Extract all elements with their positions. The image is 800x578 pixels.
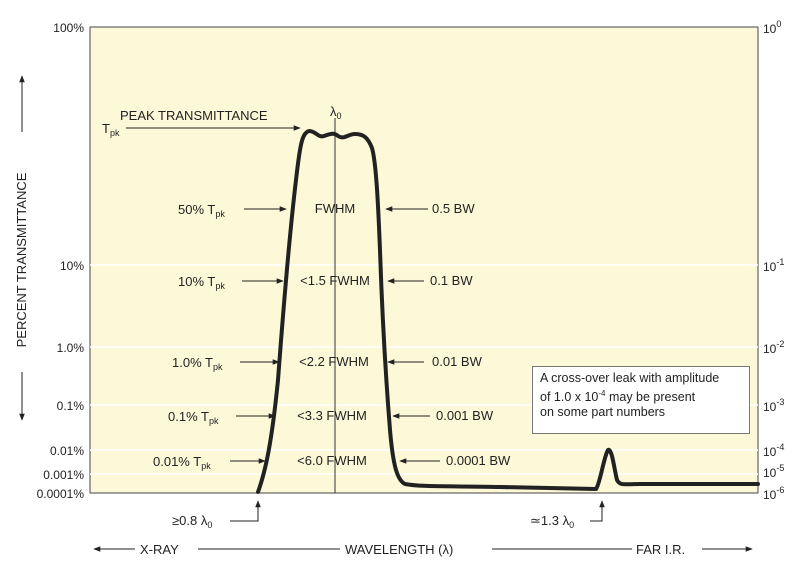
right-tick-3: 10-3 (763, 397, 784, 414)
peak-transmittance-annotation: PEAK TRANSMITTANCE Tpk (102, 108, 301, 138)
gridlines (90, 264, 758, 475)
level-10-left: 10% Tpk (178, 274, 225, 291)
level-50: 50% Tpk FWHM 0.5 BW (178, 201, 475, 219)
note-line-1: A cross-over leak with amplitude (540, 371, 720, 385)
level-1: 1.0% Tpk <2.2 FWHM 0.01 BW (172, 354, 483, 372)
level-50-left: 50% Tpk (178, 202, 225, 219)
x-axis-center-label: WAVELENGTH (λ) (345, 542, 453, 557)
x-axis-right-label: FAR I.R. (636, 542, 685, 557)
level-10: 10% Tpk <1.5 FWHM 0.1 BW (178, 273, 473, 291)
x-axis-left-label: X-RAY (140, 542, 179, 557)
left-tick-0.1: 0.1% (57, 399, 85, 413)
left-tick-0.0001: 0.0001% (37, 487, 85, 501)
level-0.01: 0.01% Tpk <6.0 FWHM 0.0001 BW (153, 453, 511, 471)
level-50-center: FWHM (315, 201, 355, 216)
y-axis-label: PERCENT TRANSMITTANCE (14, 172, 29, 347)
note-line-2: of 1.0 x 10-4 may be present (540, 389, 696, 405)
level-0.01-center: <6.0 FWHM (297, 453, 367, 468)
right-tick-5: 10-5 (763, 463, 784, 480)
level-10-center: <1.5 FWHM (300, 273, 370, 288)
right-tick-2: 10-2 (763, 339, 784, 356)
left-tick-100: 100% (53, 21, 84, 35)
level-0.01-left: 0.01% Tpk (153, 454, 211, 471)
level-1-center: <2.2 FWHM (299, 354, 369, 369)
level-50-right: 0.5 BW (432, 201, 475, 216)
right-tick-6: 10-6 (763, 485, 784, 502)
right-axis-ticks: 100 10-1 10-2 10-3 10-4 10-5 10-6 (763, 19, 784, 502)
left-tick-0.01: 0.01% (50, 444, 84, 458)
right-tick-4: 10-4 (763, 442, 784, 459)
left-tick-0.001: 0.001% (43, 468, 84, 482)
bottom-right-marker: ≃1.3 λ0 (530, 500, 605, 530)
left-tick-1: 1.0% (57, 341, 85, 355)
level-10-right: 0.1 BW (430, 273, 473, 288)
bottom-left-marker: ≥0.8 λ0 (172, 500, 261, 530)
transmittance-curve (256, 129, 760, 494)
cross-over-leak-note: A cross-over leak with amplitude of 1.0 … (532, 366, 750, 434)
y-axis-label-group: PERCENT TRANSMITTANCE (14, 75, 29, 421)
level-0.1-right: 0.001 BW (436, 408, 494, 423)
right-tick-0: 100 (763, 19, 781, 36)
level-1-left: 1.0% Tpk (172, 355, 223, 372)
x-axis-row: X-RAY WAVELENGTH (λ) FAR I.R. (93, 542, 753, 557)
bottom-left-marker-label: ≥0.8 λ0 (172, 513, 212, 530)
level-0.1: 0.1% Tpk <3.3 FWHM 0.001 BW (168, 408, 494, 426)
level-0.1-left: 0.1% Tpk (168, 409, 219, 426)
lambda0-label: λ0 (330, 104, 342, 121)
level-1-right: 0.01 BW (432, 354, 483, 369)
peak-transmittance-label: PEAK TRANSMITTANCE (120, 108, 268, 123)
level-0.01-right: 0.0001 BW (446, 453, 511, 468)
note-line-3: on some part numbers (540, 405, 666, 420)
left-axis-ticks: 100% 10% 1.0% 0.1% 0.01% 0.001% 0.0001% (37, 21, 85, 501)
right-tick-1: 10-1 (763, 257, 784, 274)
left-tick-10: 10% (60, 259, 84, 273)
level-0.1-center: <3.3 FWHM (297, 408, 367, 423)
bottom-right-marker-label: ≃1.3 λ0 (530, 513, 574, 530)
tpk-label: Tpk (102, 121, 120, 138)
